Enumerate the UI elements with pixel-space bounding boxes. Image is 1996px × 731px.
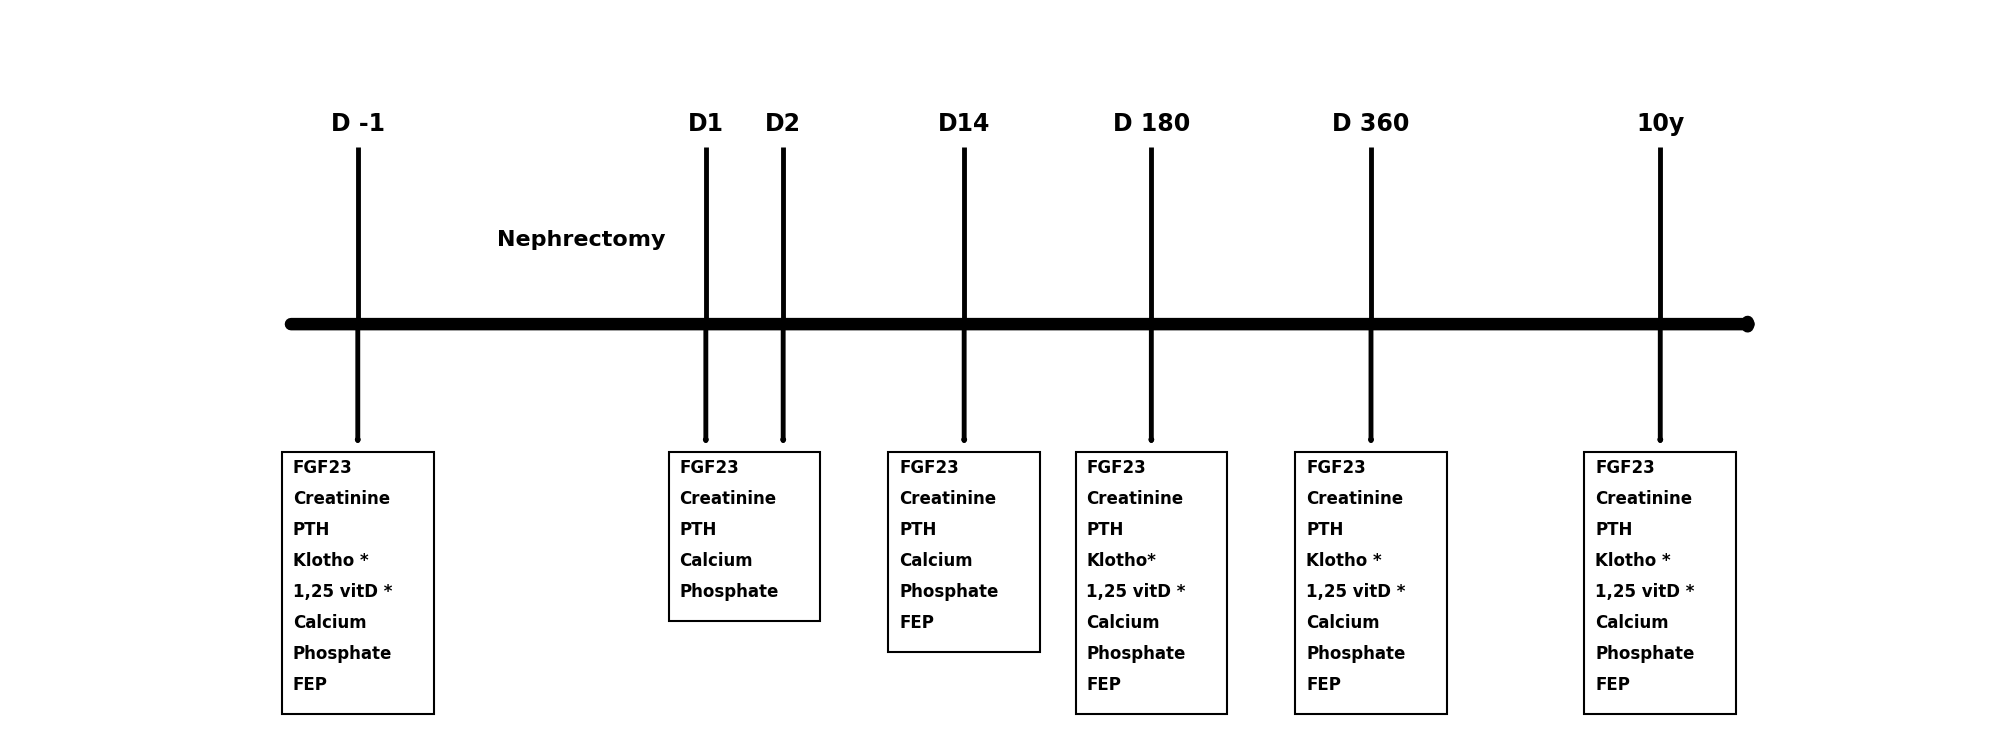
Text: 10y: 10y [1637, 112, 1685, 135]
Text: Creatinine: Creatinine [1595, 491, 1693, 508]
Text: PTH: PTH [293, 521, 329, 539]
Text: 1,25 vitD *: 1,25 vitD * [293, 583, 391, 601]
Text: Calcium: Calcium [1595, 614, 1669, 632]
Text: Calcium: Calcium [679, 552, 752, 570]
Text: Phosphate: Phosphate [679, 583, 778, 601]
Text: Klotho *: Klotho * [293, 552, 369, 570]
Text: Nephrectomy: Nephrectomy [497, 230, 665, 250]
Bar [669, 452, 820, 621]
Text: FGF23: FGF23 [898, 459, 958, 477]
Bar [281, 452, 433, 713]
Text: FGF23: FGF23 [679, 459, 739, 477]
Text: FEP: FEP [1305, 676, 1341, 694]
Text: 1,25 vitD *: 1,25 vitD * [1086, 583, 1186, 601]
Text: PTH: PTH [1305, 521, 1343, 539]
Text: Klotho *: Klotho * [1305, 552, 1381, 570]
Text: PTH: PTH [679, 521, 717, 539]
Text: Creatinine: Creatinine [898, 491, 996, 508]
Text: FEP: FEP [1086, 676, 1122, 694]
Text: Phosphate: Phosphate [1305, 645, 1405, 663]
Bar [1295, 452, 1447, 713]
Bar [1076, 452, 1228, 713]
Text: Creatinine: Creatinine [1305, 491, 1403, 508]
Text: Creatinine: Creatinine [1086, 491, 1184, 508]
Text: PTH: PTH [898, 521, 936, 539]
Text: D2: D2 [764, 112, 800, 135]
Text: Klotho *: Klotho * [1595, 552, 1671, 570]
Text: PTH: PTH [1595, 521, 1633, 539]
Text: D1: D1 [689, 112, 725, 135]
Text: 1,25 vitD *: 1,25 vitD * [1305, 583, 1405, 601]
Text: Calcium: Calcium [1086, 614, 1160, 632]
Text: FEP: FEP [898, 614, 934, 632]
Text: Calcium: Calcium [898, 552, 972, 570]
Text: Phosphate: Phosphate [293, 645, 391, 663]
Text: 1,25 vitD *: 1,25 vitD * [1595, 583, 1695, 601]
Text: FGF23: FGF23 [1305, 459, 1365, 477]
Text: Calcium: Calcium [293, 614, 367, 632]
Text: Phosphate: Phosphate [1086, 645, 1186, 663]
Text: D 360: D 360 [1331, 112, 1409, 135]
Text: FEP: FEP [293, 676, 327, 694]
Text: FEP: FEP [1595, 676, 1631, 694]
Text: D14: D14 [938, 112, 990, 135]
Text: Calcium: Calcium [1305, 614, 1379, 632]
Text: Creatinine: Creatinine [293, 491, 389, 508]
Text: FGF23: FGF23 [293, 459, 353, 477]
Text: D 180: D 180 [1112, 112, 1190, 135]
Text: Phosphate: Phosphate [898, 583, 998, 601]
Text: Phosphate: Phosphate [1595, 645, 1695, 663]
Bar [1585, 452, 1737, 713]
Bar [888, 452, 1040, 652]
Text: Klotho*: Klotho* [1086, 552, 1156, 570]
Text: PTH: PTH [1086, 521, 1124, 539]
Text: FGF23: FGF23 [1595, 459, 1655, 477]
Text: Creatinine: Creatinine [679, 491, 776, 508]
Text: FGF23: FGF23 [1086, 459, 1146, 477]
Text: D -1: D -1 [331, 112, 385, 135]
